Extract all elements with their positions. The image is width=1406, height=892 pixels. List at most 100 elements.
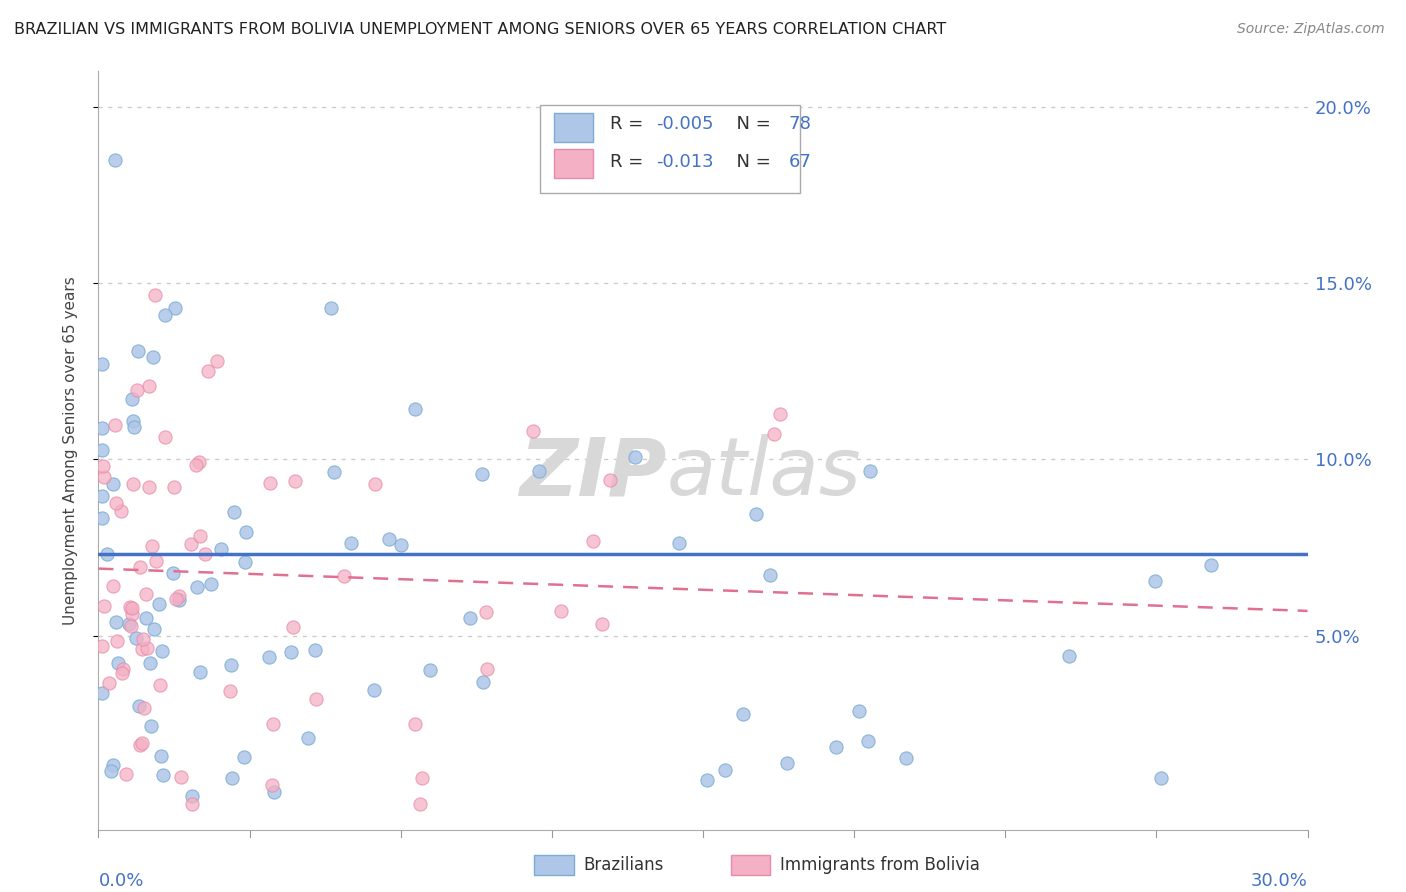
Point: [333, 569, 356, 583]
Point: [304, 643, 326, 657]
Point: [143, 623, 166, 637]
Point: [599, 474, 621, 488]
Point: [404, 716, 426, 731]
Point: [107, 634, 129, 648]
Point: [112, 662, 135, 676]
Text: Immigrants from Bolivia: Immigrants from Bolivia: [780, 856, 980, 874]
FancyBboxPatch shape: [554, 149, 593, 178]
Point: [186, 458, 208, 473]
Point: [305, 692, 328, 706]
Point: [91, 490, 114, 504]
Text: 30.0%: 30.0%: [1251, 871, 1308, 890]
Point: [122, 414, 145, 428]
Point: [280, 645, 302, 659]
Point: [284, 474, 307, 488]
Point: [257, 650, 280, 665]
Point: [458, 610, 481, 624]
Point: [418, 663, 440, 677]
Point: [404, 402, 426, 417]
Point: [101, 579, 124, 593]
Point: [200, 577, 222, 591]
Point: [205, 354, 228, 368]
Point: [141, 539, 163, 553]
Point: [180, 797, 202, 811]
Text: N =: N =: [724, 153, 776, 171]
Text: ZIP: ZIP: [519, 434, 666, 512]
Text: N =: N =: [724, 115, 776, 134]
Point: [475, 605, 498, 619]
Point: [471, 467, 494, 481]
Point: [186, 580, 208, 594]
Point: [262, 717, 284, 731]
Point: [188, 529, 211, 543]
Point: [163, 480, 186, 494]
Point: [859, 464, 882, 478]
Point: [477, 662, 499, 676]
Point: [91, 442, 114, 457]
Point: [145, 554, 167, 568]
Text: R =: R =: [610, 153, 650, 171]
Point: [209, 541, 232, 556]
Point: [221, 657, 243, 672]
Point: [122, 477, 145, 491]
Point: [322, 465, 344, 479]
Point: [127, 343, 149, 358]
Point: [100, 764, 122, 779]
Point: [128, 698, 150, 713]
Point: [121, 392, 143, 407]
Text: Brazilians: Brazilians: [583, 856, 664, 874]
Point: [408, 797, 430, 812]
Point: [148, 597, 170, 611]
Text: -0.013: -0.013: [655, 153, 713, 171]
Point: [162, 566, 184, 581]
Point: [118, 617, 141, 632]
Point: [472, 675, 495, 690]
Point: [131, 641, 153, 656]
Point: [107, 657, 129, 671]
Point: [150, 644, 173, 658]
Point: [363, 682, 385, 697]
Point: [165, 591, 187, 606]
Point: [745, 507, 768, 521]
Point: [93, 599, 115, 613]
Point: [104, 496, 127, 510]
Point: [856, 733, 879, 747]
Point: [128, 560, 150, 574]
Point: [132, 632, 155, 646]
Point: [194, 548, 217, 562]
Point: [153, 430, 176, 444]
Point: [527, 464, 550, 478]
Text: 67: 67: [789, 153, 811, 171]
Point: [139, 656, 162, 670]
Point: [188, 665, 211, 680]
Point: [170, 770, 193, 784]
Point: [696, 772, 718, 787]
Point: [582, 534, 605, 549]
Point: [181, 789, 204, 803]
Point: [340, 536, 363, 550]
Point: [896, 751, 918, 765]
Point: [96, 547, 118, 561]
Point: [769, 407, 792, 421]
Point: [150, 749, 173, 764]
Point: [97, 675, 120, 690]
Point: [93, 459, 115, 474]
Point: [411, 771, 433, 785]
Text: 0.0%: 0.0%: [98, 871, 143, 890]
Y-axis label: Unemployment Among Seniors over 65 years: Unemployment Among Seniors over 65 years: [63, 277, 77, 624]
Point: [93, 470, 115, 484]
Point: [224, 505, 246, 519]
Point: [763, 427, 786, 442]
Point: [259, 476, 281, 491]
Point: [91, 357, 114, 371]
Point: [104, 153, 127, 167]
Point: [152, 767, 174, 781]
Point: [125, 383, 148, 397]
Point: [135, 611, 157, 625]
Text: BRAZILIAN VS IMMIGRANTS FROM BOLIVIA UNEMPLOYMENT AMONG SENIORS OVER 65 YEARS CO: BRAZILIAN VS IMMIGRANTS FROM BOLIVIA UNE…: [14, 22, 946, 37]
Point: [378, 532, 401, 546]
Point: [776, 756, 799, 771]
Point: [1150, 771, 1173, 785]
Point: [104, 417, 127, 432]
Point: [136, 640, 159, 655]
